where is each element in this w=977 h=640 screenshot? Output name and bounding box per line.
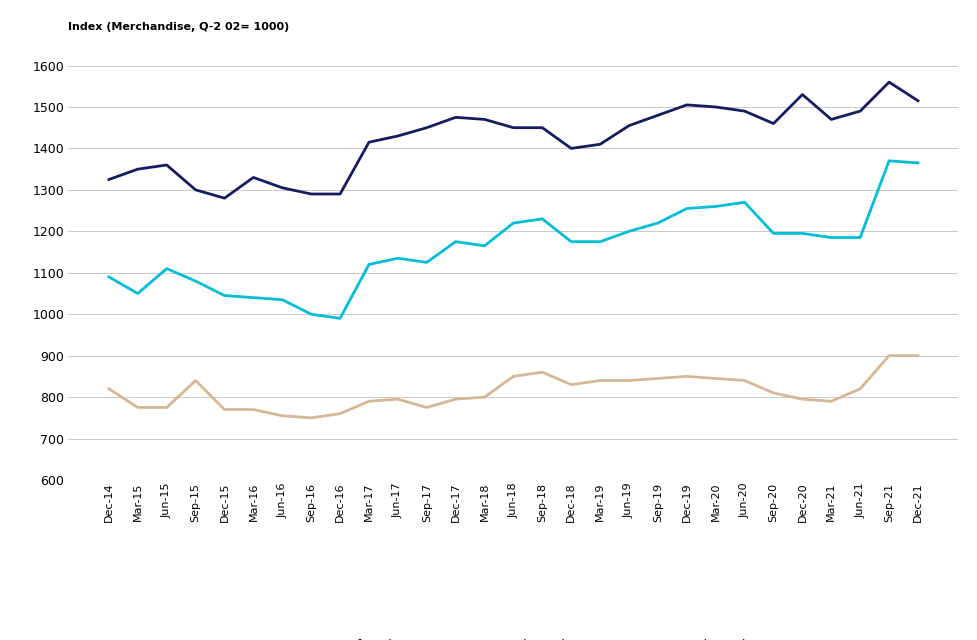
Text: Index (Merchandise, Q-2 02= 1000): Index (Merchandise, Q-2 02= 1000)	[68, 22, 289, 32]
Imports Price Index	[334, 410, 346, 417]
Exports Price Index	[795, 230, 807, 237]
Imports Price Index	[132, 404, 144, 412]
Exports Price Index	[507, 219, 519, 227]
Exports Price Index	[420, 259, 432, 266]
Imports Price Index	[420, 404, 432, 412]
Exports Price Index	[680, 205, 692, 212]
Imports Price Index	[825, 397, 836, 405]
Imports Price Index	[247, 406, 259, 413]
Exports Price Index	[912, 159, 923, 167]
Terms of Trade	[392, 132, 404, 140]
Terms of Trade	[362, 138, 374, 146]
Legend: Terms of Trade, Imports Price Index, Exports Price Index: Terms of Trade, Imports Price Index, Exp…	[261, 634, 765, 640]
Terms of Trade	[160, 161, 172, 169]
Imports Price Index	[449, 396, 461, 403]
Terms of Trade	[680, 101, 692, 109]
Imports Price Index	[912, 352, 923, 360]
Terms of Trade	[882, 78, 894, 86]
Exports Price Index	[709, 203, 721, 211]
Exports Price Index	[392, 255, 404, 262]
Terms of Trade	[190, 186, 201, 194]
Terms of Trade	[565, 145, 576, 152]
Terms of Trade	[536, 124, 548, 132]
Imports Price Index	[478, 393, 489, 401]
Imports Price Index	[622, 377, 634, 385]
Terms of Trade	[825, 116, 836, 124]
Exports Price Index	[160, 265, 172, 273]
Terms of Trade	[334, 190, 346, 198]
Terms of Trade	[767, 120, 779, 127]
Exports Price Index	[594, 238, 606, 246]
Terms of Trade	[276, 184, 288, 191]
Terms of Trade	[622, 122, 634, 129]
Line: Exports Price Index: Exports Price Index	[108, 161, 917, 318]
Exports Price Index	[362, 260, 374, 268]
Imports Price Index	[392, 396, 404, 403]
Imports Price Index	[190, 377, 201, 385]
Imports Price Index	[160, 404, 172, 412]
Imports Price Index	[362, 397, 374, 405]
Exports Price Index	[825, 234, 836, 241]
Exports Price Index	[536, 215, 548, 223]
Exports Price Index	[334, 314, 346, 322]
Terms of Trade	[795, 91, 807, 99]
Imports Price Index	[507, 372, 519, 380]
Exports Price Index	[305, 310, 317, 318]
Imports Price Index	[565, 381, 576, 388]
Exports Price Index	[219, 292, 231, 300]
Imports Price Index	[767, 389, 779, 397]
Imports Price Index	[709, 374, 721, 382]
Terms of Trade	[247, 173, 259, 181]
Exports Price Index	[622, 227, 634, 235]
Exports Price Index	[276, 296, 288, 303]
Terms of Trade	[709, 103, 721, 111]
Imports Price Index	[536, 369, 548, 376]
Terms of Trade	[305, 190, 317, 198]
Terms of Trade	[449, 113, 461, 121]
Terms of Trade	[132, 165, 144, 173]
Exports Price Index	[190, 277, 201, 285]
Terms of Trade	[594, 140, 606, 148]
Exports Price Index	[449, 238, 461, 246]
Imports Price Index	[276, 412, 288, 420]
Exports Price Index	[882, 157, 894, 164]
Exports Price Index	[652, 219, 663, 227]
Line: Imports Price Index: Imports Price Index	[108, 356, 917, 418]
Exports Price Index	[854, 234, 866, 241]
Imports Price Index	[882, 352, 894, 360]
Terms of Trade	[507, 124, 519, 132]
Terms of Trade	[854, 108, 866, 115]
Terms of Trade	[652, 111, 663, 119]
Imports Price Index	[738, 377, 749, 385]
Imports Price Index	[594, 377, 606, 385]
Imports Price Index	[795, 396, 807, 403]
Exports Price Index	[565, 238, 576, 246]
Exports Price Index	[738, 198, 749, 206]
Exports Price Index	[478, 242, 489, 250]
Terms of Trade	[738, 108, 749, 115]
Exports Price Index	[247, 294, 259, 301]
Terms of Trade	[478, 116, 489, 124]
Terms of Trade	[103, 175, 114, 183]
Imports Price Index	[652, 374, 663, 382]
Imports Price Index	[305, 414, 317, 422]
Terms of Trade	[912, 97, 923, 104]
Imports Price Index	[219, 406, 231, 413]
Terms of Trade	[420, 124, 432, 132]
Imports Price Index	[103, 385, 114, 393]
Exports Price Index	[103, 273, 114, 281]
Terms of Trade	[219, 195, 231, 202]
Imports Price Index	[680, 372, 692, 380]
Exports Price Index	[132, 290, 144, 298]
Line: Terms of Trade: Terms of Trade	[108, 82, 917, 198]
Imports Price Index	[854, 385, 866, 393]
Exports Price Index	[767, 230, 779, 237]
